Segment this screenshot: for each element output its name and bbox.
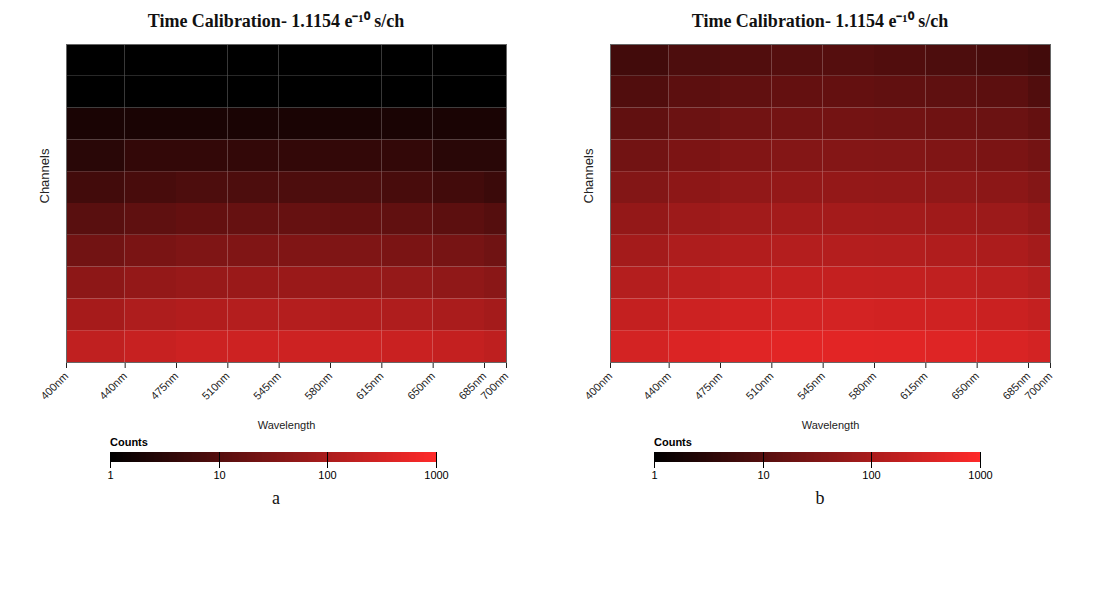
svg-text:475nm: 475nm [692,370,724,402]
svg-text:100: 100 [862,469,880,481]
html-text:a: a [272,488,280,508]
svg-text:1: 1 [651,469,657,481]
svg-text:1000: 1000 [968,469,992,481]
html-text:Time Calibration- 1.1154 e⁻¹⁰: Time Calibration- 1.1154 e⁻¹⁰ s/ch [691,11,949,31]
svg-text:440nm: 440nm [97,370,129,402]
html-text:Time Calibration- 1.1154 e⁻¹⁰: Time Calibration- 1.1154 e⁻¹⁰ s/ch [147,11,405,31]
svg-text:475nm: 475nm [148,370,180,402]
svg-text:Counts: Counts [110,436,148,448]
svg-text:10: 10 [757,469,769,481]
svg-text:1000: 1000 [424,469,448,481]
svg-text:545nm: 545nm [795,370,827,402]
svg-text:Channels: Channels [581,148,596,203]
svg-text:400nm: 400nm [38,370,70,402]
svg-text:440nm: 440nm [641,370,673,402]
svg-text:100: 100 [318,469,336,481]
svg-text:615nm: 615nm [353,370,385,402]
svg-text:Wavelength: Wavelength [258,419,316,431]
svg-text:10: 10 [213,469,225,481]
svg-text:650nm: 650nm [405,370,437,402]
svg-text:580nm: 580nm [302,370,334,402]
svg-text:400nm: 400nm [582,370,614,402]
svg-text:615nm: 615nm [897,370,929,402]
svg-text:700nm: 700nm [1022,370,1054,402]
svg-text:510nm: 510nm [199,370,231,402]
svg-text:1: 1 [107,469,113,481]
svg-text:580nm: 580nm [846,370,878,402]
svg-text:545nm: 545nm [251,370,283,402]
svg-text:650nm: 650nm [949,370,981,402]
html-text:b: b [815,488,825,508]
svg-text:510nm: 510nm [743,370,775,402]
svg-text:Wavelength: Wavelength [802,419,860,431]
svg-text:685nm: 685nm [456,369,489,402]
svg-text:685nm: 685nm [1000,369,1033,402]
svg-text:Counts: Counts [654,436,692,448]
svg-text:Channels: Channels [37,148,52,203]
svg-text:700nm: 700nm [478,370,510,402]
